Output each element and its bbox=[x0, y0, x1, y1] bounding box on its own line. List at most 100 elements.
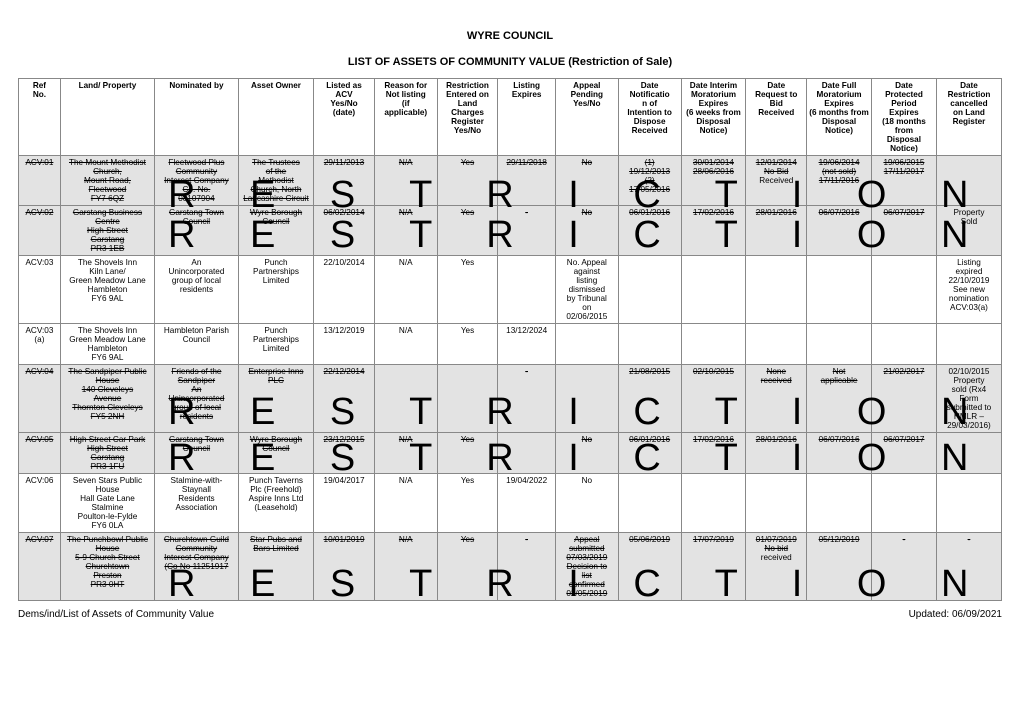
col-header-2: Nominated by bbox=[155, 79, 239, 156]
cell: AnUnincorporatedgroup of localresidents bbox=[155, 256, 239, 324]
cell: 28/01/2016 bbox=[746, 206, 807, 256]
cell: (1)19/12/2013(2)17/05/2016 bbox=[618, 156, 681, 206]
cell: The Shovels InnKiln Lane/Green Meadow La… bbox=[60, 256, 154, 324]
cell bbox=[746, 474, 807, 533]
cell: Garstang BusinessCentreHigh StreetGarsta… bbox=[60, 206, 154, 256]
cell: The Shovels InnGreen Meadow LaneHambleto… bbox=[60, 324, 154, 365]
cell: Appealsubmitted07/03/2019Decision tolist… bbox=[555, 533, 618, 601]
cell: Yes bbox=[437, 206, 498, 256]
col-header-0: RefNo. bbox=[19, 79, 61, 156]
cell: Nonereceived bbox=[746, 365, 807, 433]
cell: 23/12/2015 bbox=[314, 433, 375, 474]
cell bbox=[936, 156, 1001, 206]
cell bbox=[555, 365, 618, 433]
cell: N/A bbox=[374, 256, 437, 324]
cell: Hambleton ParishCouncil bbox=[155, 324, 239, 365]
cell bbox=[618, 324, 681, 365]
table-row: ACV:06Seven Stars PublicHouseHall Gate L… bbox=[19, 474, 1002, 533]
cell: Yes bbox=[437, 474, 498, 533]
col-header-6: RestrictionEntered onLandChargesRegister… bbox=[437, 79, 498, 156]
cell: Friends of theSandpiperAnUnincorporatedg… bbox=[155, 365, 239, 433]
cell: ACV:06 bbox=[19, 474, 61, 533]
cell bbox=[807, 324, 872, 365]
table-row: ACV:03The Shovels InnKiln Lane/Green Mea… bbox=[19, 256, 1002, 324]
cell: ACV:03(a) bbox=[19, 324, 61, 365]
cell bbox=[498, 433, 556, 474]
cell: - bbox=[498, 206, 556, 256]
cell bbox=[374, 365, 437, 433]
table-row: ACV:03(a)The Shovels InnGreen Meadow Lan… bbox=[19, 324, 1002, 365]
cell: The Punchbowl PublicHouse5-9 Church Stre… bbox=[60, 533, 154, 601]
cell: - bbox=[936, 533, 1001, 601]
cell: 01/07/2019No bidreceived bbox=[746, 533, 807, 601]
cell bbox=[681, 474, 746, 533]
cell: ACV:04 bbox=[19, 365, 61, 433]
col-header-8: AppealPendingYes/No bbox=[555, 79, 618, 156]
cell: Yes bbox=[437, 156, 498, 206]
cell: 12/01/2014No BidReceived bbox=[746, 156, 807, 206]
cell: Yes bbox=[437, 256, 498, 324]
cell: 30/01/201428/06/2016 bbox=[681, 156, 746, 206]
cell: 17/07/2019 bbox=[681, 533, 746, 601]
cell bbox=[555, 324, 618, 365]
cell bbox=[618, 474, 681, 533]
cell: No bbox=[555, 206, 618, 256]
cell bbox=[936, 474, 1001, 533]
cell: Enterprise InnsPLC bbox=[238, 365, 313, 433]
table-row: ACV:02Garstang BusinessCentreHigh Street… bbox=[19, 206, 1002, 256]
cell bbox=[681, 256, 746, 324]
cell: 19/04/2022 bbox=[498, 474, 556, 533]
cell: 21/08/2015 bbox=[618, 365, 681, 433]
cell: PunchPartnershipsLimited bbox=[238, 256, 313, 324]
cell: 13/12/2019 bbox=[314, 324, 375, 365]
org-title: WYRE COUNCIL bbox=[18, 30, 1002, 42]
cell: Stalmine-with-StaynallResidentsAssociati… bbox=[155, 474, 239, 533]
cell: PropertySold bbox=[936, 206, 1001, 256]
cell: Wyre BoroughCouncil bbox=[238, 433, 313, 474]
cell: 19/06/2014(not sold)17/11/2016 bbox=[807, 156, 872, 206]
cell bbox=[936, 433, 1001, 474]
table-row: ACV:05High Street Car ParkHigh StreetGar… bbox=[19, 433, 1002, 474]
cell: Churchtown GuildCommunityInterest Compan… bbox=[155, 533, 239, 601]
col-header-9: DateNotification ofIntention toDisposeRe… bbox=[618, 79, 681, 156]
cell: 22/10/2014 bbox=[314, 256, 375, 324]
cell bbox=[807, 256, 872, 324]
cell: Garstang TownCouncil bbox=[155, 206, 239, 256]
col-header-12: Date FullMoratoriumExpires(6 months from… bbox=[807, 79, 872, 156]
col-header-7: ListingExpires bbox=[498, 79, 556, 156]
cell: 06/07/2017 bbox=[872, 206, 937, 256]
cell: 29/11/2018 bbox=[498, 156, 556, 206]
cell: Yes bbox=[437, 533, 498, 601]
cell: - bbox=[498, 365, 556, 433]
cell bbox=[498, 256, 556, 324]
cell: No. Appealagainstlistingdismissedby Trib… bbox=[555, 256, 618, 324]
cell: The Sandpiper PublicHouse140 CleveleysAv… bbox=[60, 365, 154, 433]
cell: N/A bbox=[374, 433, 437, 474]
cell: Punch TavernsPlc (Freehold)Aspire Inns L… bbox=[238, 474, 313, 533]
cell: Yes bbox=[437, 324, 498, 365]
cell: 22/12/2014 bbox=[314, 365, 375, 433]
cell: - bbox=[872, 533, 937, 601]
cell: ACV:03 bbox=[19, 256, 61, 324]
acv-table: RefNo.Land/ PropertyNominated byAsset Ow… bbox=[18, 78, 1002, 601]
cell: High Street Car ParkHigh StreetGarstangP… bbox=[60, 433, 154, 474]
table-row: ACV:01The Mount MethodistChurch,Mount Ro… bbox=[19, 156, 1002, 206]
cell: 17/02/2016 bbox=[681, 433, 746, 474]
cell: 21/02/2017 bbox=[872, 365, 937, 433]
cell: Seven Stars PublicHouseHall Gate LaneSta… bbox=[60, 474, 154, 533]
col-header-13: DateProtectedPeriodExpires(18 months fro… bbox=[872, 79, 937, 156]
cell: No bbox=[555, 156, 618, 206]
cell bbox=[618, 256, 681, 324]
cell: 06/02/2014 bbox=[314, 206, 375, 256]
cell: - bbox=[498, 533, 556, 601]
cell bbox=[437, 365, 498, 433]
col-header-11: DateRequest toBidReceived bbox=[746, 79, 807, 156]
cell: N/A bbox=[374, 206, 437, 256]
cell: Star Pubs andBars Limited bbox=[238, 533, 313, 601]
cell: Fleetwood PlusCommunityInterest CompanyC… bbox=[155, 156, 239, 206]
cell: 10/01/2019 bbox=[314, 533, 375, 601]
cell bbox=[872, 256, 937, 324]
cell: Yes bbox=[437, 433, 498, 474]
cell: No bbox=[555, 474, 618, 533]
cell bbox=[872, 324, 937, 365]
